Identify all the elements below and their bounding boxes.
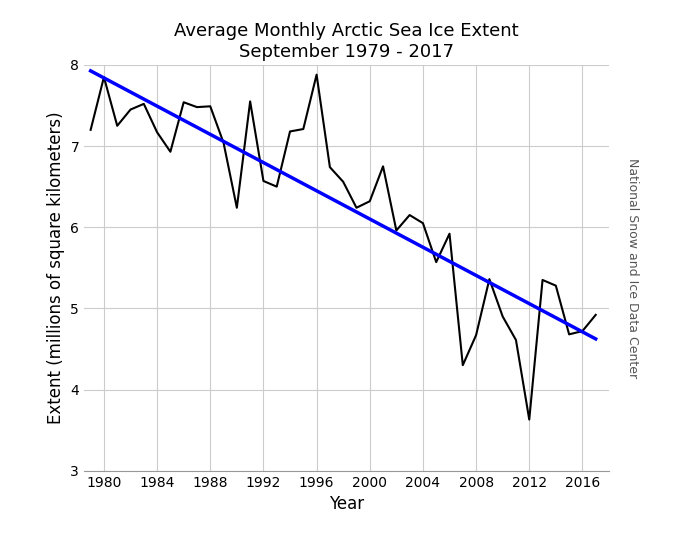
Y-axis label: National Snow and Ice Data Center: National Snow and Ice Data Center — [626, 158, 638, 378]
Title: Average Monthly Arctic Sea Ice Extent
September 1979 - 2017: Average Monthly Arctic Sea Ice Extent Se… — [174, 22, 519, 61]
X-axis label: Year: Year — [329, 495, 364, 513]
Y-axis label: Extent (millions of square kilometers): Extent (millions of square kilometers) — [47, 111, 64, 424]
